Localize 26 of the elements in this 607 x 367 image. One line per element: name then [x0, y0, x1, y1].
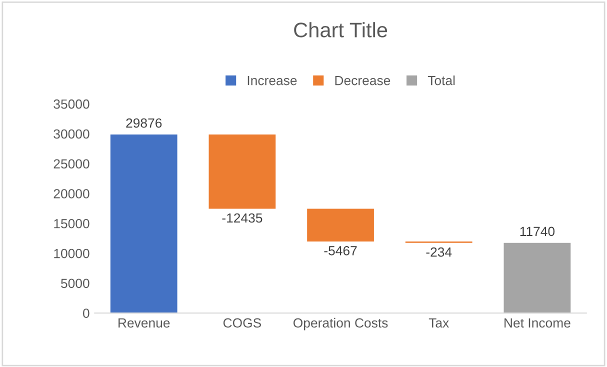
- x-tick-label: Net Income: [504, 318, 570, 328]
- legend-label: Increase: [248, 76, 297, 86]
- y-tick-label: 10000: [54, 248, 90, 258]
- x-tick-label: COGS: [223, 318, 262, 328]
- x-tick-label: Tax: [428, 318, 449, 328]
- chart-title: Chart Title: [294, 22, 388, 38]
- y-tick-label: 25000: [54, 159, 90, 169]
- data-label: 29876: [126, 118, 162, 128]
- y-tick-label: 30000: [54, 129, 90, 139]
- y-tick-label: 35000: [54, 99, 90, 109]
- bar: [110, 134, 178, 314]
- legend-label: Decrease: [335, 76, 390, 86]
- x-tick-label: Operation Costs: [293, 318, 388, 330]
- y-tick-label: 20000: [54, 189, 90, 198]
- data-label: -5467: [324, 246, 357, 256]
- bar: [504, 242, 571, 314]
- legend-label: Total: [428, 76, 455, 86]
- y-tick-label: 5000: [61, 278, 90, 288]
- data-label: -234: [426, 247, 452, 257]
- bar: [208, 134, 276, 209]
- data-label: -12435: [222, 213, 262, 223]
- y-tick-label: 15000: [54, 218, 90, 228]
- y-tick-label: 0: [83, 308, 90, 318]
- data-label: 11740: [520, 226, 555, 236]
- bar: [307, 208, 374, 242]
- x-tick-label: Revenue: [118, 318, 170, 328]
